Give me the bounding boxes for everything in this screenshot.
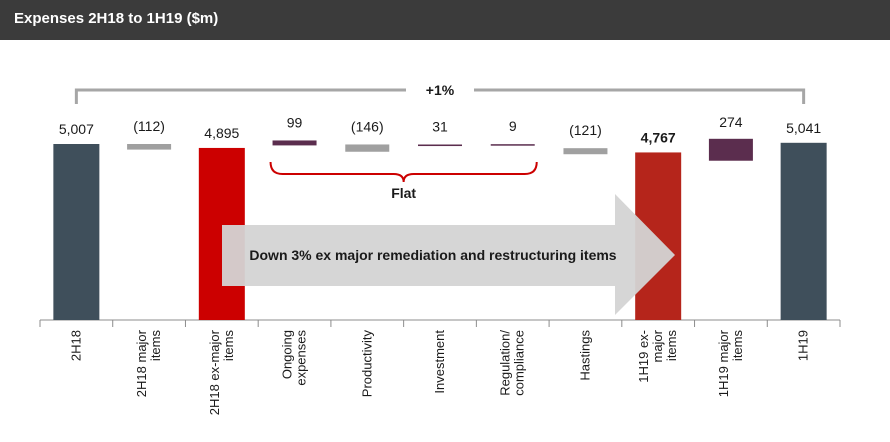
x-tick-label: Investment — [432, 330, 447, 394]
data-label: 274 — [719, 114, 743, 130]
bar — [563, 148, 608, 155]
x-tick-label: items — [148, 330, 163, 362]
x-tick-label: major — [650, 329, 665, 362]
data-label: 99 — [287, 114, 303, 130]
bar — [708, 138, 753, 161]
bracket-left — [74, 88, 406, 104]
bar — [490, 144, 535, 146]
bar — [127, 144, 172, 150]
data-label: (112) — [133, 118, 165, 134]
page-title: Expenses 2H18 to 1H19 ($m) — [14, 10, 219, 27]
data-label: (121) — [569, 122, 602, 138]
data-label: 4,895 — [204, 125, 239, 141]
data-label: 5,007 — [59, 121, 94, 137]
arrow-label: Down 3% ex major remediation and restruc… — [249, 247, 616, 263]
x-tick-label: 2H18 ex-major — [207, 329, 222, 415]
data-label: 9 — [509, 118, 517, 134]
flat-label: Flat — [391, 185, 416, 201]
bracket-label: +1% — [426, 82, 455, 98]
data-label: (146) — [351, 118, 384, 134]
bar — [53, 144, 100, 320]
x-tick-label: Ongoing — [280, 330, 295, 379]
data-label: 31 — [432, 118, 448, 134]
x-tick-label: items — [664, 330, 679, 362]
bar — [272, 140, 317, 146]
bar — [345, 144, 390, 152]
bar — [418, 144, 462, 147]
x-tick-label: Productivity — [359, 330, 374, 398]
waterfall-chart: 5,007 (112) 4,895 99 (146) 31 9 (121) 4,767 274 5,… — [39, 82, 841, 415]
x-tick-label: Hastings — [577, 330, 592, 381]
bar — [780, 142, 827, 320]
trend-arrow — [222, 194, 675, 315]
flat-bracket — [269, 161, 538, 183]
bracket-right — [474, 88, 806, 104]
title-bar: Expenses 2H18 to 1H19 ($m) — [0, 0, 890, 40]
x-tick-label: Regulation/ — [498, 330, 513, 396]
data-label: 5,041 — [786, 120, 821, 136]
x-tick-label: compliance — [512, 330, 527, 396]
x-tick-label: 2H18 — [68, 330, 83, 361]
x-tick-label: items — [221, 330, 236, 362]
x-tick-label: expenses — [294, 330, 309, 386]
x-tick-label: 1H19 ex- — [636, 330, 651, 383]
x-tick-label: 2H18 major — [134, 329, 149, 397]
x-tick-label: items — [730, 330, 745, 362]
data-label: 4,767 — [641, 129, 676, 145]
x-tick-label: 1H19 major — [716, 329, 731, 397]
x-tick-label: 1H19 — [796, 330, 811, 361]
